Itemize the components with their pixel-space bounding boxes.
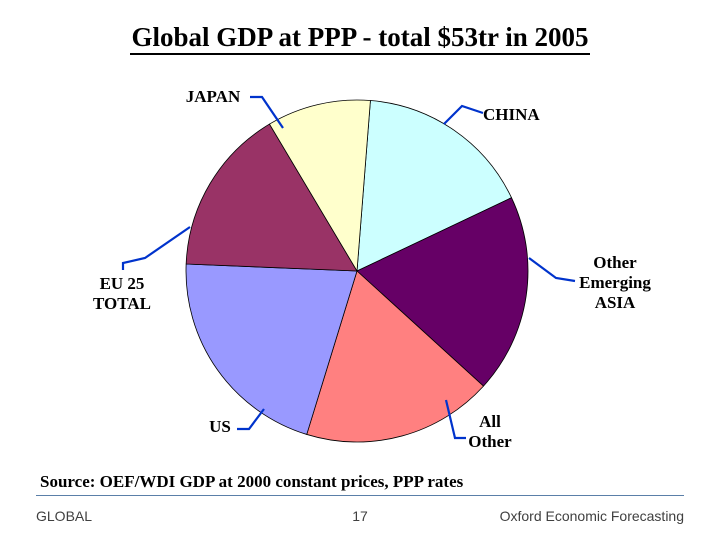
leader-line-all-other bbox=[444, 399, 466, 440]
pie-label-line: EU 25 bbox=[100, 274, 145, 293]
pie-slice-china bbox=[356, 100, 512, 272]
pie-slice-japan bbox=[269, 99, 371, 272]
pie-slice-eu-25-total bbox=[185, 123, 358, 272]
pie-label-other-emerging-asia: Other Emerging ASIA bbox=[579, 253, 651, 312]
footer-right-text: Oxford Economic Forecasting bbox=[499, 508, 684, 524]
pie-label-line: TOTAL bbox=[93, 294, 151, 313]
leader-line-china bbox=[443, 104, 484, 125]
pie-slice-us bbox=[185, 263, 358, 435]
pie-label-eu-25-total: EU 25 TOTAL bbox=[93, 274, 151, 313]
source-note: Source: OEF/WDI GDP at 2000 constant pri… bbox=[40, 472, 464, 491]
pie-label-line: ASIA bbox=[595, 293, 636, 312]
pie-slices bbox=[185, 99, 529, 443]
leader-line-us bbox=[237, 408, 265, 431]
pie-label-us: US bbox=[209, 417, 231, 436]
pie-label-line: JAPAN bbox=[186, 87, 241, 106]
page-number: 17 bbox=[352, 508, 368, 524]
pie-label-line: US bbox=[209, 417, 231, 436]
leader-line-other-emerging-asia bbox=[528, 257, 576, 283]
pie-label-china: CHINA bbox=[483, 105, 540, 124]
pie-leader-lines bbox=[121, 95, 576, 440]
pie-label-all-other: All Other bbox=[468, 412, 512, 451]
pie-label-line: Other bbox=[593, 253, 637, 272]
footer-left-text: GLOBAL bbox=[36, 508, 93, 524]
leader-line-eu-25-total bbox=[121, 226, 191, 270]
footer-divider bbox=[36, 495, 684, 496]
pie-label-japan: JAPAN bbox=[186, 87, 241, 106]
slide-title: Global GDP at PPP - total $53tr in 2005 bbox=[0, 22, 720, 55]
pie-slice-other-emerging-asia bbox=[356, 197, 529, 387]
slide-title-text: Global GDP at PPP - total $53tr in 2005 bbox=[129, 22, 591, 55]
pie-label-line: All bbox=[479, 412, 501, 431]
leader-line-japan bbox=[250, 95, 284, 129]
pie-label-line: Other bbox=[468, 432, 512, 451]
pie-label-line: Emerging bbox=[579, 273, 651, 292]
pie-label-line: CHINA bbox=[483, 105, 540, 124]
pie-slice-all-other bbox=[306, 270, 484, 443]
